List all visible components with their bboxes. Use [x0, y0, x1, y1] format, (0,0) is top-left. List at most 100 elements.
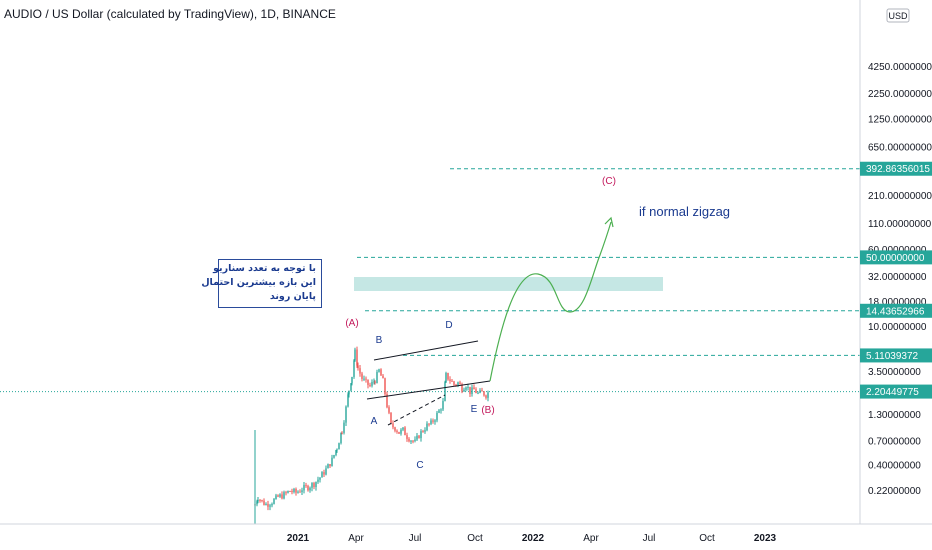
candle-70: [386, 391, 388, 409]
candle-22: [297, 490, 299, 494]
candle-17: [287, 490, 289, 494]
candle-101: [447, 372, 449, 381]
candle-74: [394, 426, 396, 433]
candle-106: [457, 381, 459, 388]
channel-bottom-line: [366, 380, 491, 400]
candle-29: [311, 482, 313, 492]
candle-40: [333, 454, 335, 459]
price-label-4: 2.20449775: [866, 387, 919, 398]
candle-9: [271, 502, 273, 508]
candle-8: [269, 503, 271, 511]
candle-94: [434, 419, 436, 425]
candle-55: [357, 362, 359, 371]
candle-57: [361, 371, 363, 382]
scenario-note-line-1: با توجه به تعدد سناریو: [213, 263, 316, 274]
candle-20: [293, 487, 295, 494]
candle-6: [265, 502, 267, 506]
candle-19: [291, 488, 293, 495]
candle-23: [299, 489, 301, 493]
candle-98: [442, 397, 444, 412]
price-tick-12: 0.70000000: [868, 436, 921, 447]
candle-77: [400, 428, 402, 436]
candle-33: [319, 477, 321, 483]
target-zone: [354, 277, 663, 291]
price-label-box-0: [860, 161, 932, 176]
price-tick-1: 2250.00000000: [868, 89, 932, 100]
candle-91: [428, 423, 430, 427]
candle-36: [325, 465, 327, 476]
candle-107: [459, 380, 461, 385]
candle-111: [467, 383, 469, 391]
candle-86: [418, 434, 420, 439]
candle-31: [315, 481, 317, 491]
wave-label-7: (C): [602, 176, 616, 187]
candle-11: [275, 493, 277, 500]
wave-labels: (A) B A C D E (B) (C): [345, 176, 616, 471]
candle-7: [267, 500, 269, 511]
price-label-box-4: [860, 384, 932, 399]
price-axis[interactable]: 4250.00000000 2250.00000000 1250.00000000 6…: [868, 62, 932, 497]
candle-2: [257, 497, 259, 504]
candle-44: [340, 432, 342, 445]
candle-92: [430, 418, 432, 426]
candle-49: [348, 390, 350, 398]
candle-114: [473, 384, 475, 390]
candle-88: [422, 429, 424, 433]
candle-97: [440, 408, 442, 414]
candle-96: [438, 409, 440, 414]
candle-65: [376, 369, 378, 384]
candle-110: [465, 386, 467, 392]
candle-99: [444, 380, 446, 402]
candle-81: [408, 437, 410, 443]
candle-26: [305, 482, 307, 488]
candles: [254, 346, 489, 524]
candle-43: [338, 442, 340, 450]
candle-61: [369, 382, 371, 388]
wave-label-5: E: [471, 404, 478, 415]
candle-78: [402, 427, 404, 432]
candle-62: [371, 379, 373, 388]
candle-54: [356, 346, 358, 368]
candle-45: [341, 431, 343, 435]
candle-82: [410, 439, 412, 444]
candle-38: [329, 464, 331, 468]
price-labels: 392.86356015 50.00000000 14.43652966 5.1103…: [860, 161, 932, 399]
candle-120: [485, 394, 487, 400]
candle-112: [469, 386, 471, 398]
price-tick-2: 1250.00000000: [868, 114, 932, 125]
price-label-0: 392.86356015: [866, 164, 930, 175]
candle-46: [343, 420, 345, 435]
currency-badge[interactable]: USD: [888, 11, 908, 21]
candle-87: [420, 429, 422, 442]
candle-71: [388, 405, 390, 415]
candle-90: [426, 421, 428, 432]
time-tick-0: 2021: [287, 533, 310, 544]
candle-103: [451, 379, 453, 382]
candle-118: [481, 387, 483, 392]
candle-121: [487, 390, 489, 402]
chart-title: AUDIO / US Dollar (calculated by Trading…: [4, 7, 336, 21]
time-tick-7: Oct: [699, 533, 715, 544]
candle-5: [263, 498, 265, 506]
candle-21: [295, 487, 297, 496]
candle-13: [279, 493, 281, 498]
candle-119: [483, 391, 485, 397]
candle-102: [449, 376, 451, 384]
candle-93: [432, 418, 434, 424]
candle-59: [365, 376, 367, 383]
candle-113: [471, 384, 473, 397]
price-label-1: 50.00000000: [866, 253, 925, 264]
candle-47: [345, 405, 347, 426]
candle-41: [335, 449, 337, 457]
price-tick-0: 4250.00000000: [868, 62, 932, 73]
candle-84: [414, 436, 416, 443]
time-tick-3: Oct: [467, 533, 483, 544]
candle-108: [461, 382, 463, 394]
candle-69: [384, 377, 386, 397]
wave-label-2: A: [371, 416, 378, 427]
time-tick-5: Apr: [583, 533, 599, 544]
candle-116: [477, 391, 479, 395]
time-axis[interactable]: 2021 Apr Jul Oct 2022 Apr Jul Oct 2023: [287, 533, 777, 544]
candle-39: [331, 454, 333, 467]
